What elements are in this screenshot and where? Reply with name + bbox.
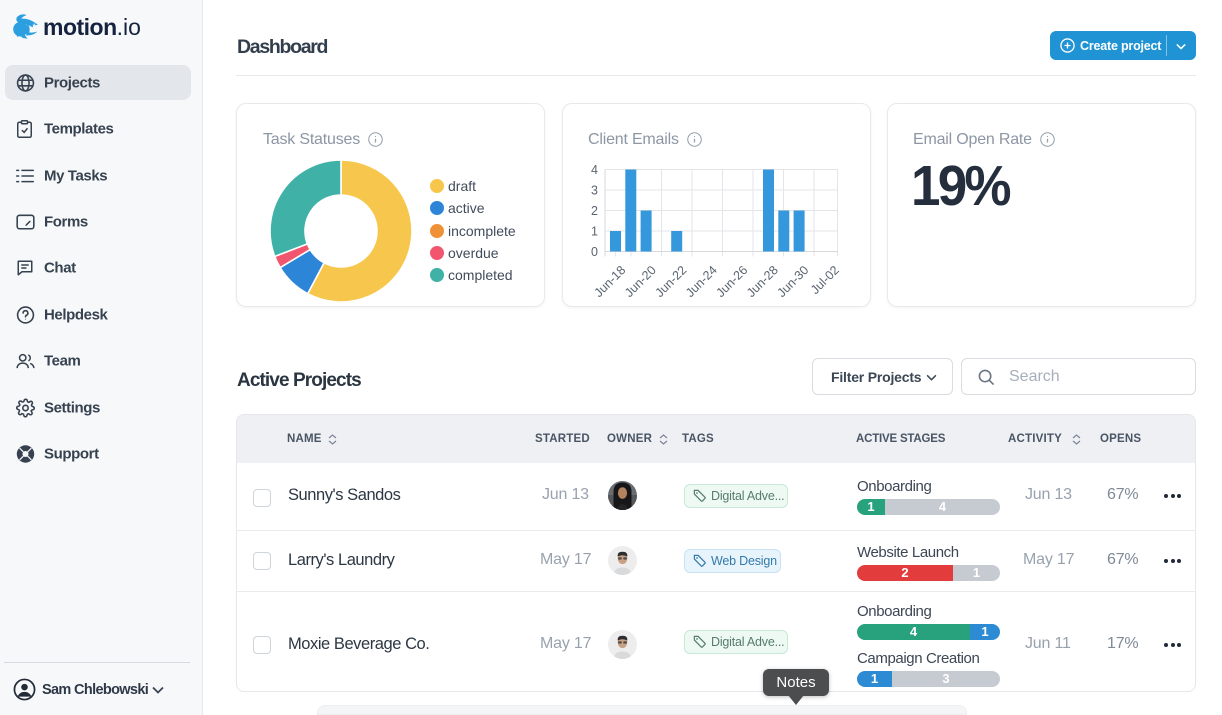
- svg-text:3: 3: [591, 184, 598, 198]
- svg-text:0: 0: [591, 245, 598, 259]
- svg-text:1: 1: [591, 225, 598, 239]
- svg-text:Jun-22: Jun-22: [652, 263, 689, 300]
- svg-text:Jun-24: Jun-24: [682, 263, 719, 300]
- svg-text:4: 4: [591, 163, 598, 177]
- svg-text:Jul-02: Jul-02: [807, 263, 841, 297]
- svg-text:Jun-28: Jun-28: [743, 263, 780, 300]
- svg-text:draft: draft: [448, 178, 476, 194]
- svg-text:completed: completed: [448, 267, 513, 283]
- svg-text:2: 2: [591, 204, 598, 218]
- svg-text:Jun-18: Jun-18: [591, 263, 628, 300]
- svg-text:active: active: [448, 200, 485, 216]
- svg-text:overdue: overdue: [448, 245, 499, 261]
- svg-text:Jun-20: Jun-20: [621, 263, 658, 300]
- svg-text:incomplete: incomplete: [448, 223, 516, 239]
- svg-text:Jun-26: Jun-26: [713, 263, 750, 300]
- svg-text:Jun-30: Jun-30: [774, 263, 811, 300]
